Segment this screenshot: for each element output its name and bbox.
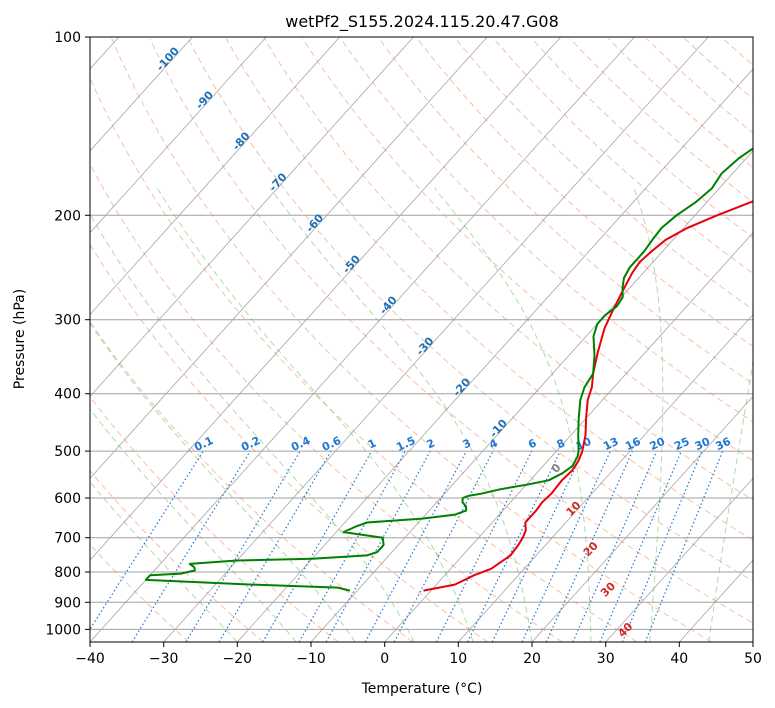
y-tick-label: 500 [54, 444, 81, 460]
mixing-ratio-line [572, 450, 658, 642]
y-tick-label: 400 [54, 387, 81, 403]
isotherm-line [90, 37, 267, 234]
mixing-ratio-line [545, 450, 634, 642]
dry-adiabat [111, 38, 712, 642]
isotherm-line [237, 68, 753, 642]
moist-adiabat [90, 481, 238, 642]
dewpoint-profile-line [144, 147, 753, 592]
isotherm-line [90, 37, 341, 316]
mixing-ratio-label: 36 [714, 435, 734, 453]
chart-title: wetPf2_S155.2024.115.20.47.G08 [285, 12, 559, 32]
mixing-ratio-line [262, 450, 373, 642]
x-axis: −40 −30 −20 −10 0 10 20 30 40 50 [75, 642, 762, 667]
mixing-ratio-line [599, 450, 682, 642]
moist-adiabat [269, 187, 533, 642]
x-tick-label: 20 [523, 651, 541, 667]
dry-adiabat [90, 396, 339, 642]
y-axis: 1000 900 800 700 600 500 400 300 200 100 [45, 30, 90, 638]
y-tick-label: 200 [54, 208, 81, 224]
y-axis-title: Pressure (hPa) [12, 289, 28, 389]
mixing-ratio-line [325, 450, 431, 642]
y-tick-label: 300 [54, 313, 81, 329]
mixing-ratio-label: 30 [693, 435, 713, 453]
mixing-ratio-line [466, 450, 561, 642]
isotherm-line [90, 37, 635, 642]
mixing-ratio-line [218, 450, 332, 642]
y-tick-label: 1000 [45, 622, 81, 638]
pressure-gridlines [90, 37, 753, 630]
mixing-ratio-line [491, 450, 584, 642]
y-tick-label: 900 [54, 595, 81, 611]
dry-adiabat [340, 38, 753, 423]
temperature-profile-line [423, 200, 753, 592]
isotherm-line [90, 37, 414, 398]
plot-frame [89, 36, 754, 643]
dry-adiabat [149, 38, 753, 624]
isotherm-line [90, 37, 488, 479]
mixing-ratio-line [621, 450, 703, 642]
mixing-ratio-line [131, 450, 251, 642]
dry-adiabat [225, 38, 753, 541]
moist-adiabat [633, 188, 664, 642]
moist-adiabat [156, 187, 474, 642]
isotherm-line [310, 150, 753, 642]
dry-adiabat [455, 38, 753, 311]
x-tick-label: 0 [380, 651, 389, 667]
moist-adiabat [90, 322, 356, 642]
moist-adiabat [90, 408, 297, 642]
mixing-ratio-line [90, 450, 204, 631]
dry-adiabat [378, 38, 753, 385]
dry-adiabat [90, 76, 638, 642]
background-lines [90, 37, 753, 642]
x-tick-label: 50 [744, 651, 762, 667]
mixing-ratio-line [298, 450, 406, 642]
moist-adiabat [90, 212, 415, 642]
dry-adiabat [416, 38, 753, 348]
mixing-ratio-label: 16 [623, 435, 643, 453]
x-tick-label: −10 [296, 651, 326, 667]
y-tick-label: 800 [54, 565, 81, 581]
x-tick-label: −30 [149, 651, 179, 667]
x-tick-label: 40 [670, 651, 688, 667]
y-tick-label: 600 [54, 491, 81, 507]
isotherm-line [384, 232, 753, 642]
isotherm-line [90, 37, 193, 152]
dry-adiabat [607, 38, 753, 169]
mixing-ratio-label: 13 [601, 435, 620, 453]
isotherm-line [458, 313, 753, 642]
dry-adiabat [90, 320, 414, 642]
dry-adiabat [90, 163, 563, 642]
x-tick-label: 30 [597, 651, 615, 667]
x-tick-label: −40 [75, 651, 105, 667]
x-tick-label: −20 [223, 651, 253, 667]
mixing-ratio-line [521, 450, 611, 642]
x-axis-title: Temperature (°C) [361, 681, 483, 697]
dry-adiabat [264, 38, 753, 501]
mixing-ratio-line [185, 450, 301, 642]
y-tick-label: 100 [54, 30, 81, 46]
mixing-ratio-label: 25 [672, 435, 691, 453]
mixing-ratio-label: 20 [648, 435, 668, 453]
y-tick-label: 700 [54, 531, 81, 547]
profile-lines [144, 147, 753, 592]
isotherm-line [531, 395, 753, 642]
isotherm-line [90, 37, 562, 561]
isotherm-line [163, 37, 709, 642]
x-tick-label: 10 [449, 651, 467, 667]
isotherm-line [605, 477, 753, 642]
dry-adiabat [569, 38, 753, 203]
